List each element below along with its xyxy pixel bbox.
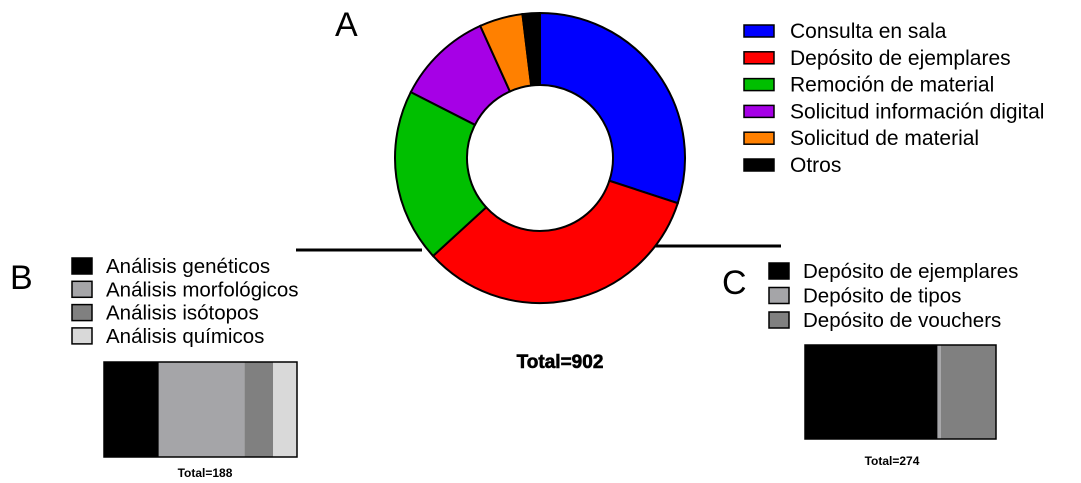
- legend-label-otros: Otros: [790, 154, 841, 177]
- bar-segment-deposito-de-ejemplares: [805, 345, 938, 439]
- legend-label-remocion-de-material: Remoción de material: [790, 74, 994, 97]
- total-label-b: Total=188: [178, 466, 233, 480]
- legend-label-consulta-en-sala: Consulta en sala: [790, 20, 947, 43]
- bar-segment-analisis-morfologicos: [158, 362, 245, 457]
- donut-slice-consulta-en-sala: [539, 11, 686, 205]
- legend-swatch-deposito-de-ejemplares: [768, 262, 790, 280]
- legend-label-deposito-de-ejemplares: Depósito de ejemplares: [803, 260, 1018, 283]
- bar-segment-analisis-quimicos: [273, 362, 297, 457]
- panel-label-c: C: [722, 264, 747, 302]
- legend-swatch-remocion-de-material: [743, 77, 775, 92]
- bar-segment-deposito-de-vouchers: [940, 345, 996, 439]
- legend-swatch-deposito-de-ejemplares: [743, 51, 775, 65]
- legend-label-analisis-morfologicos: Análisis morfológicos: [106, 278, 299, 301]
- legend-label-analisis-geneticos: Análisis genéticos: [106, 255, 270, 278]
- legend-label-deposito-de-ejemplares: Depósito de ejemplares: [790, 47, 1011, 70]
- donut-slice-otros: [521, 11, 541, 87]
- legend-swatch-deposito-de-tipos: [768, 286, 790, 305]
- total-label-c: Total=274: [865, 454, 920, 468]
- legend-label-analisis-quimicos: Análisis químicos: [106, 325, 264, 348]
- legend-swatch-deposito-de-vouchers: [768, 311, 790, 329]
- bar-frame: [804, 344, 997, 440]
- legend-swatch-otros: [743, 158, 775, 172]
- legend-swatch-consulta-en-sala: [743, 24, 775, 38]
- total-label-a: Total=902: [517, 352, 604, 373]
- stacked-bar-b: [103, 361, 298, 458]
- bar-frame: [103, 361, 298, 458]
- bar-segment-deposito-de-tipos: [937, 345, 941, 439]
- donut-slice-remocion-de-material: [393, 90, 488, 258]
- bar-segment-analisis-isotopos: [244, 362, 274, 457]
- donut-slice-deposito-de-ejemplares: [431, 179, 680, 304]
- stacked-bar-c: [804, 344, 997, 440]
- legend-a: Consulta en sala Depósito de ejemplares Re…: [743, 20, 1044, 177]
- donut-chart: [393, 11, 686, 304]
- legend-swatch-solicitud-de-material: [743, 131, 775, 145]
- legend-swatch-analisis-geneticos: [71, 257, 93, 275]
- legend-label-deposito-de-vouchers: Depósito de vouchers: [803, 309, 1001, 332]
- legend-label-deposito-de-tipos: Depósito de tipos: [803, 285, 961, 308]
- panel-label-b: B: [10, 259, 33, 297]
- legend-swatch-solicitud-informacion-digital: [743, 104, 775, 119]
- legend-swatch-analisis-isotopos: [71, 303, 93, 322]
- legend-label-solicitud-informacion-digital: Solicitud información digital: [790, 100, 1044, 123]
- bar-segment-analisis-geneticos: [104, 362, 159, 457]
- panel-label-a: A: [335, 6, 358, 44]
- legend-swatch-analisis-morfologicos: [71, 280, 93, 299]
- legend-swatch-analisis-quimicos: [71, 327, 93, 345]
- legend-label-analisis-isotopos: Análisis isótopos: [106, 302, 259, 325]
- legend-label-solicitud-de-material: Solicitud de material: [790, 127, 979, 150]
